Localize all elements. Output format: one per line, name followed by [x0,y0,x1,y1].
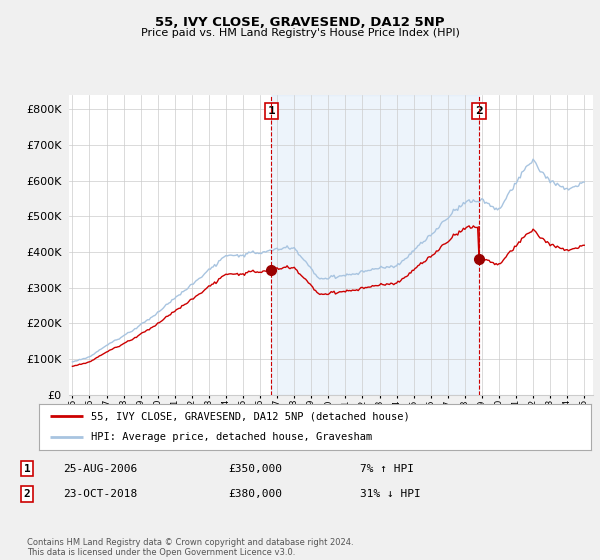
Text: 31% ↓ HPI: 31% ↓ HPI [360,489,421,499]
Text: Price paid vs. HM Land Registry's House Price Index (HPI): Price paid vs. HM Land Registry's House … [140,28,460,38]
Bar [271,95,479,395]
Text: 2: 2 [23,489,31,499]
Text: 55, IVY CLOSE, GRAVESEND, DA12 5NP: 55, IVY CLOSE, GRAVESEND, DA12 5NP [155,16,445,29]
Text: 7% ↑ HPI: 7% ↑ HPI [360,464,414,474]
Text: HPI: Average price, detached house, Gravesham: HPI: Average price, detached house, Grav… [91,432,373,442]
Text: Contains HM Land Registry data © Crown copyright and database right 2024.
This d: Contains HM Land Registry data © Crown c… [27,538,353,557]
Text: 2: 2 [475,106,483,116]
Text: 1: 1 [23,464,31,474]
Text: 1: 1 [268,106,275,116]
Text: £350,000: £350,000 [228,464,282,474]
Text: 55, IVY CLOSE, GRAVESEND, DA12 5NP (detached house): 55, IVY CLOSE, GRAVESEND, DA12 5NP (deta… [91,411,410,421]
Text: £380,000: £380,000 [228,489,282,499]
Text: 23-OCT-2018: 23-OCT-2018 [63,489,137,499]
Text: 25-AUG-2006: 25-AUG-2006 [63,464,137,474]
